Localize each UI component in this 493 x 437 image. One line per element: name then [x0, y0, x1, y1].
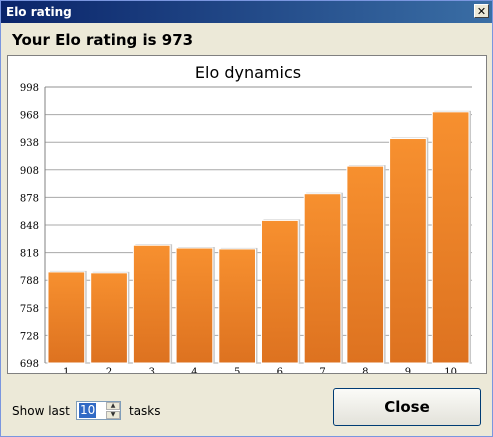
show-last-label: Show last: [12, 404, 70, 418]
x-tick-label: 10: [444, 367, 457, 373]
stepper-down-icon[interactable]: ▼: [106, 411, 120, 419]
y-tick-label: 728: [20, 331, 39, 342]
x-tick-label: 3: [149, 367, 155, 373]
bar-task-1: [47, 271, 86, 364]
x-tick-label: 5: [234, 367, 240, 373]
x-tick-label: 4: [191, 367, 197, 373]
bar-task-4: [175, 247, 214, 364]
x-tick-label: 6: [277, 367, 283, 373]
window-title: Elo rating: [6, 5, 72, 19]
y-tick-label: 998: [20, 83, 39, 94]
x-tick-label: 9: [405, 367, 411, 373]
y-tick-label: 968: [20, 111, 39, 122]
y-tick-label: 908: [20, 166, 39, 177]
bar-task-6: [260, 219, 299, 364]
y-tick-label: 938: [20, 138, 39, 149]
x-tick-label: 1: [63, 367, 69, 373]
x-tick-label: 7: [319, 367, 325, 373]
stepper-buttons: ▲ ▼: [106, 402, 120, 419]
bar-task-2: [90, 272, 128, 364]
y-tick-label: 698: [20, 359, 39, 370]
bar-task-7: [303, 193, 342, 364]
close-icon[interactable]: ✕: [474, 4, 489, 18]
y-tick-label: 878: [20, 193, 39, 204]
bar-task-9: [389, 138, 427, 364]
y-tick-label: 848: [20, 221, 39, 232]
close-button[interactable]: Close: [333, 388, 481, 426]
bar-task-10: [431, 111, 470, 364]
elo-heading: Your Elo rating is 973: [12, 31, 194, 49]
tasks-count-stepper[interactable]: 10 ▲ ▼: [76, 401, 121, 420]
title-bar: Elo rating ✕: [1, 1, 492, 23]
tasks-label: tasks: [129, 404, 161, 418]
tasks-count-value[interactable]: 10: [79, 403, 97, 418]
chart-panel: Elo dynamics 998 968 938 908 878 848 818 788 758…: [7, 55, 487, 374]
chart-title: Elo dynamics: [195, 63, 301, 82]
x-tick-label: 2: [106, 367, 112, 373]
y-tick-label: 758: [20, 304, 39, 315]
y-tick-label: 788: [20, 276, 39, 287]
bar-task-8: [346, 165, 385, 364]
y-tick-label: 818: [20, 249, 39, 260]
elo-bar-chart: Elo dynamics 998968938908878848818788758…: [20, 63, 472, 373]
stepper-up-icon[interactable]: ▲: [106, 402, 120, 410]
bar-task-5: [218, 248, 257, 364]
bar-task-3: [132, 244, 171, 364]
x-tick-label: 8: [362, 367, 368, 373]
